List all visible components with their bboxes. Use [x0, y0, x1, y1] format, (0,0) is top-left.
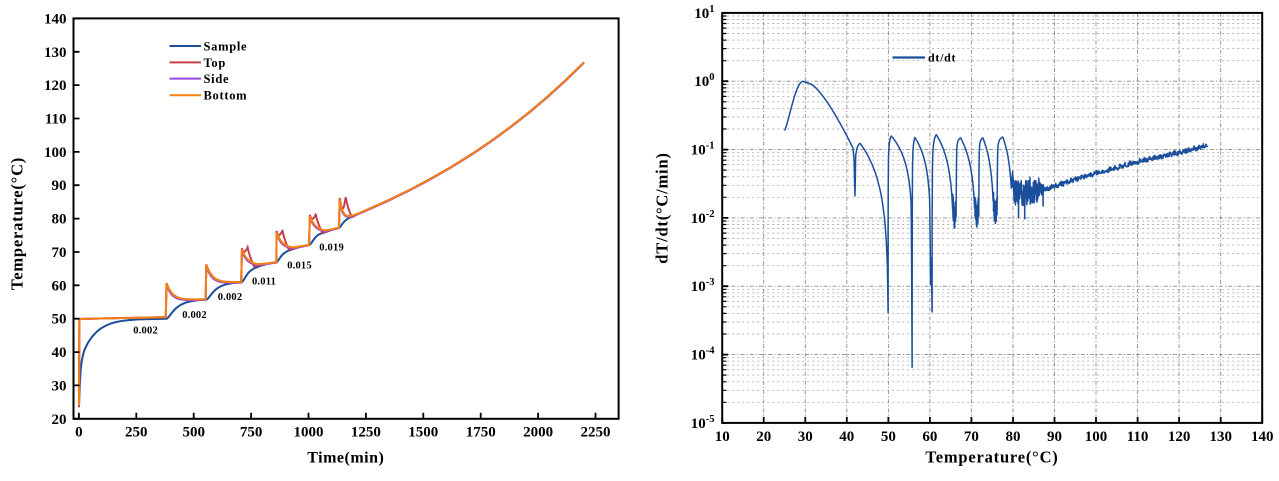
svg-text:70: 70 [52, 245, 67, 261]
svg-text:140: 140 [1251, 429, 1274, 445]
svg-text:40: 40 [839, 429, 854, 445]
svg-text:0.019: 0.019 [319, 242, 344, 253]
svg-text:Top: Top [204, 56, 227, 70]
svg-text:dT/dt(°C/min): dT/dt(°C/min) [653, 152, 672, 263]
svg-text:750: 750 [240, 425, 263, 441]
svg-text:0.002: 0.002 [133, 325, 158, 336]
svg-text:60: 60 [52, 278, 67, 294]
svg-text:0.002: 0.002 [182, 310, 207, 321]
svg-text:1750: 1750 [466, 425, 496, 441]
svg-text:500: 500 [182, 425, 205, 441]
svg-text:0.015: 0.015 [287, 261, 312, 272]
svg-text:10: 10 [715, 429, 730, 445]
svg-text:Sample: Sample [204, 39, 248, 53]
svg-text:Temperature(°C): Temperature(°C) [7, 157, 26, 290]
svg-text:0: 0 [75, 425, 83, 441]
svg-text:1250: 1250 [351, 425, 381, 441]
svg-text:110: 110 [45, 112, 67, 128]
svg-text:50: 50 [52, 312, 67, 328]
svg-text:70: 70 [964, 429, 979, 445]
svg-text:130: 130 [1209, 429, 1232, 445]
svg-text:Bottom: Bottom [204, 89, 248, 103]
svg-text:Side: Side [204, 72, 230, 86]
svg-text:120: 120 [44, 78, 67, 94]
svg-text:0.011: 0.011 [252, 276, 276, 287]
svg-text:dt/dt: dt/dt [928, 51, 956, 65]
svg-text:60: 60 [922, 429, 937, 445]
svg-text:30: 30 [798, 429, 813, 445]
svg-text:80: 80 [52, 212, 67, 228]
svg-text:2000: 2000 [523, 425, 553, 441]
svg-text:100: 100 [44, 145, 67, 161]
svg-text:2250: 2250 [581, 425, 611, 441]
svg-text:250: 250 [125, 425, 148, 441]
svg-text:120: 120 [1168, 429, 1191, 445]
svg-text:20: 20 [756, 429, 771, 445]
svg-text:Temperature(°C): Temperature(°C) [925, 448, 1058, 467]
svg-text:20: 20 [52, 412, 67, 428]
svg-text:130: 130 [44, 45, 67, 61]
svg-text:110: 110 [1127, 429, 1149, 445]
svg-text:50: 50 [881, 429, 896, 445]
svg-text:30: 30 [52, 378, 67, 394]
svg-text:0.002: 0.002 [218, 292, 243, 303]
svg-text:Time(min): Time(min) [307, 450, 384, 467]
svg-text:100: 100 [1085, 429, 1108, 445]
svg-text:40: 40 [52, 345, 67, 361]
svg-text:80: 80 [1006, 429, 1021, 445]
svg-text:140: 140 [44, 11, 67, 27]
svg-text:90: 90 [52, 178, 67, 194]
svg-text:1000: 1000 [294, 425, 324, 441]
svg-text:90: 90 [1047, 429, 1062, 445]
svg-text:1500: 1500 [408, 425, 438, 441]
